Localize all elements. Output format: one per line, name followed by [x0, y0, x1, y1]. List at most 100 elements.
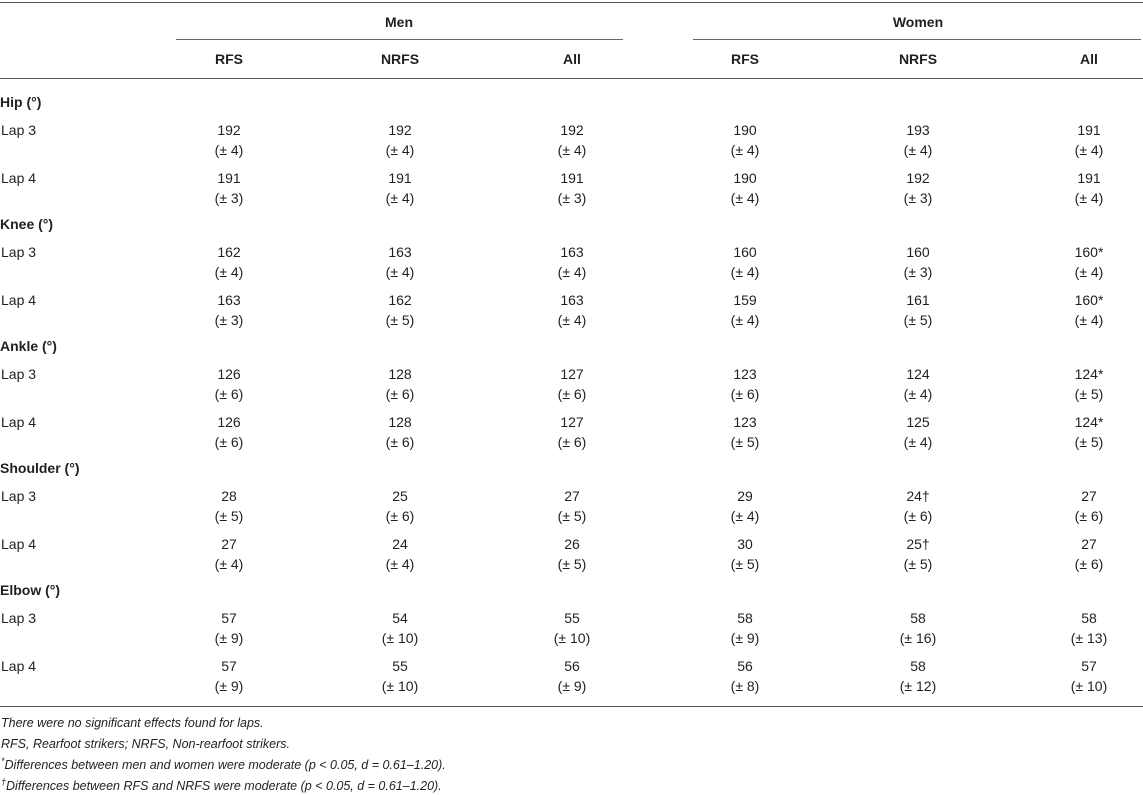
- footnote-star: *Differences between men and women were …: [1, 755, 446, 772]
- cell-mean: 191: [1077, 122, 1101, 138]
- cell-mean: 126: [217, 366, 241, 382]
- cell-sd: (± 3): [557, 190, 587, 206]
- cell-sd: (± 9): [214, 630, 244, 646]
- section-label: Hip (°): [0, 94, 42, 110]
- cell-sd: (± 4): [557, 264, 587, 280]
- cell-sd: (± 3): [903, 264, 933, 280]
- col-header-women-all: All: [1080, 51, 1098, 67]
- cell-sd: (± 4): [730, 190, 760, 206]
- cell-sd: (± 6): [730, 386, 760, 402]
- cell-sd: (± 4): [214, 556, 244, 572]
- cell-mean: 57: [221, 610, 237, 626]
- cell-mean: 25: [392, 488, 408, 504]
- cell-sd: (± 5): [557, 508, 587, 524]
- cell-mean: 26: [564, 536, 580, 552]
- cell-sd: (± 4): [903, 434, 933, 450]
- cell-mean: 191: [388, 170, 412, 186]
- cell-mean: 55: [392, 658, 408, 674]
- row-label: Lap 3: [1, 610, 37, 626]
- cell-sd: (± 6): [1074, 508, 1104, 524]
- cell-sd: (± 3): [214, 312, 244, 328]
- cell-sd: (± 9): [214, 678, 244, 694]
- cell-mean: 25†: [906, 536, 930, 552]
- cell-sd: (± 6): [385, 508, 415, 524]
- cell-sd: (± 4): [385, 264, 415, 280]
- footnote-star-text: Differences between men and women were m…: [4, 758, 446, 772]
- row-label: Lap 4: [1, 414, 37, 430]
- cell-mean: 27: [221, 536, 237, 552]
- col-header-men-nrfs: NRFS: [380, 51, 420, 67]
- cell-sd: (± 4): [214, 142, 244, 158]
- col-header-women-rfs: RFS: [731, 51, 759, 67]
- cell-sd: (± 4): [1074, 190, 1104, 206]
- cell-sd: (± 5): [903, 312, 933, 328]
- cell-sd: (± 4): [1074, 142, 1104, 158]
- cell-mean: 24†: [906, 488, 930, 504]
- cell-mean: 27: [564, 488, 580, 504]
- cell-mean: 191: [217, 170, 241, 186]
- cell-mean: 30: [737, 536, 753, 552]
- cell-sd: (± 4): [730, 142, 760, 158]
- header-bottom-rule: [0, 78, 1143, 79]
- cell-mean: 128: [388, 366, 412, 382]
- footnote-abbreviations: RFS, Rearfoot strikers; NRFS, Non-rearfo…: [1, 737, 290, 751]
- cell-sd: (± 5): [1074, 434, 1104, 450]
- cell-mean: 191: [560, 170, 584, 186]
- cell-sd: (± 12): [899, 678, 937, 694]
- cell-mean: 160: [733, 244, 757, 260]
- cell-mean: 192: [388, 122, 412, 138]
- cell-mean: 29: [737, 488, 753, 504]
- row-label: Lap 3: [1, 244, 37, 260]
- cell-sd: (± 13): [1070, 630, 1108, 646]
- cell-mean: 57: [221, 658, 237, 674]
- cell-mean: 163: [560, 244, 584, 260]
- cell-mean: 124: [906, 366, 930, 382]
- cell-sd: (± 4): [730, 264, 760, 280]
- cell-sd: (± 10): [553, 630, 591, 646]
- cell-mean: 190: [733, 122, 757, 138]
- cell-mean: 162: [217, 244, 241, 260]
- cell-sd: (± 4): [385, 142, 415, 158]
- footnote-dagger: †Differences between RFS and NRFS were m…: [1, 777, 442, 793]
- cell-sd: (± 3): [903, 190, 933, 206]
- cell-mean: 128: [388, 414, 412, 430]
- cell-mean: 192: [560, 122, 584, 138]
- cell-mean: 58: [910, 610, 926, 626]
- cell-mean: 192: [217, 122, 241, 138]
- cell-mean: 27: [1081, 488, 1097, 504]
- cell-mean: 55: [564, 610, 580, 626]
- section-label: Knee (°): [0, 216, 54, 232]
- cell-mean: 56: [737, 658, 753, 674]
- cell-sd: (± 4): [214, 264, 244, 280]
- footnote-laps: There were no significant effects found …: [1, 716, 264, 730]
- cell-mean: 160*: [1074, 292, 1104, 308]
- footnote-star-mark: *: [1, 755, 5, 766]
- cell-sd: (± 4): [557, 142, 587, 158]
- row-label: Lap 4: [1, 170, 37, 186]
- cell-mean: 160: [906, 244, 930, 260]
- cell-sd: (± 4): [1074, 264, 1104, 280]
- cell-sd: (± 6): [214, 386, 244, 402]
- cell-mean: 161: [906, 292, 930, 308]
- row-label: Lap 4: [1, 536, 37, 552]
- cell-mean: 57: [1081, 658, 1097, 674]
- footnote-dagger-text: Differences between RFS and NRFS were mo…: [6, 779, 442, 793]
- cell-sd: (± 6): [385, 434, 415, 450]
- cell-sd: (± 5): [730, 434, 760, 450]
- cell-sd: (± 4): [1074, 312, 1104, 328]
- row-label: Lap 3: [1, 366, 37, 382]
- cell-mean: 126: [217, 414, 241, 430]
- cell-sd: (± 5): [1074, 386, 1104, 402]
- section-label: Shoulder (°): [0, 460, 80, 476]
- cell-mean: 163: [217, 292, 241, 308]
- cell-mean: 123: [733, 414, 757, 430]
- cell-mean: 160*: [1074, 244, 1104, 260]
- cell-sd: (± 6): [385, 386, 415, 402]
- cell-sd: (± 5): [385, 312, 415, 328]
- cell-sd: (± 5): [557, 556, 587, 572]
- cell-mean: 162: [388, 292, 412, 308]
- col-header-women-nrfs: NRFS: [898, 51, 938, 67]
- group-header-men: Men: [385, 14, 413, 30]
- col-header-men-rfs: RFS: [215, 51, 243, 67]
- cell-mean: 190: [733, 170, 757, 186]
